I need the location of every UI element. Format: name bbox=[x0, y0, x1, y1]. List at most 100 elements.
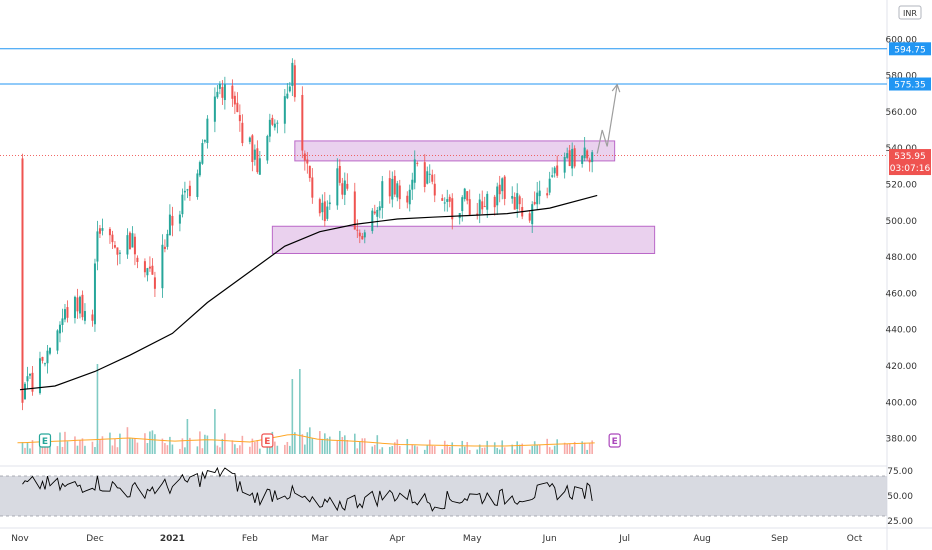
candle-body bbox=[381, 181, 384, 208]
lower-line-price-label[interactable]: 575.35 bbox=[889, 77, 931, 91]
candle-body bbox=[258, 158, 261, 175]
candle-body bbox=[241, 122, 244, 144]
candle-body bbox=[531, 204, 534, 225]
volume-bar bbox=[493, 442, 496, 454]
y-tick-label: 440.00 bbox=[886, 326, 918, 336]
candle-body bbox=[571, 148, 574, 169]
volume-bar bbox=[381, 447, 384, 454]
earnings-marker[interactable]: E bbox=[261, 433, 274, 448]
candle-body bbox=[346, 183, 349, 189]
volume-spike bbox=[214, 409, 216, 454]
candle-body bbox=[581, 155, 584, 164]
candle-body bbox=[353, 191, 356, 230]
volume-bar bbox=[423, 449, 426, 454]
volume-bar bbox=[249, 446, 251, 454]
candle-body bbox=[293, 65, 296, 98]
volume-bar bbox=[433, 446, 436, 454]
candle-body bbox=[341, 183, 344, 195]
volume-bar bbox=[503, 447, 506, 454]
volume-bar bbox=[179, 448, 181, 454]
volume-bar bbox=[319, 431, 321, 454]
volume-bar bbox=[586, 449, 588, 454]
x-tick-label: Nov bbox=[11, 534, 29, 544]
volume-bar bbox=[276, 445, 279, 454]
volume-bar bbox=[531, 446, 533, 454]
volume-bar bbox=[146, 443, 149, 454]
candle-body bbox=[56, 330, 59, 351]
candle-body bbox=[406, 195, 409, 203]
volume-bar bbox=[538, 444, 541, 454]
candle-body bbox=[276, 122, 279, 124]
candle-body bbox=[428, 173, 431, 175]
candle-body bbox=[113, 245, 116, 248]
volume-bar bbox=[81, 438, 84, 454]
volume-bar bbox=[324, 433, 326, 454]
volume-bar bbox=[551, 449, 553, 454]
candle-body bbox=[446, 199, 449, 202]
volume-bar bbox=[129, 438, 131, 454]
volume-bar bbox=[256, 440, 259, 454]
candle-body bbox=[126, 235, 129, 255]
candle-body bbox=[271, 117, 274, 125]
volume-bar bbox=[346, 439, 349, 454]
last-price-text: 535.95 bbox=[894, 152, 926, 162]
candle-body bbox=[231, 85, 234, 99]
volume-bar bbox=[66, 441, 69, 454]
candle-body bbox=[256, 148, 259, 173]
candle-body bbox=[481, 201, 484, 210]
volume-bar bbox=[501, 440, 504, 454]
volume-bar bbox=[56, 446, 59, 454]
candle-body bbox=[186, 189, 189, 191]
candle-body bbox=[443, 202, 446, 204]
y-tick-label: 500.00 bbox=[886, 217, 918, 227]
candle-body bbox=[501, 178, 504, 192]
candle-body bbox=[441, 198, 444, 201]
volume-bar bbox=[431, 445, 434, 454]
candle-body bbox=[326, 206, 329, 219]
currency-badge[interactable]: INR bbox=[898, 5, 922, 20]
candle-body bbox=[93, 263, 96, 325]
candle-body bbox=[568, 150, 571, 167]
volume-bar bbox=[361, 438, 364, 454]
candle-body bbox=[146, 268, 149, 276]
volume-bar bbox=[76, 445, 79, 454]
volume-bar bbox=[171, 444, 174, 454]
candle-body bbox=[223, 84, 226, 101]
candle-body bbox=[361, 236, 364, 240]
candle-body bbox=[133, 236, 136, 255]
candle-body bbox=[393, 175, 396, 195]
candle-body bbox=[328, 202, 331, 205]
volume-bar bbox=[239, 445, 241, 454]
candle-body bbox=[463, 188, 466, 200]
candle-body bbox=[216, 91, 219, 98]
candle-body bbox=[253, 149, 256, 160]
candle-body bbox=[466, 191, 469, 201]
volume-bar bbox=[451, 442, 454, 454]
earnings-marker[interactable]: E bbox=[38, 433, 52, 448]
moving-average-line bbox=[19, 194, 598, 391]
upper-line-price-label-box bbox=[889, 42, 931, 56]
candle-body bbox=[433, 183, 436, 196]
volume-bar bbox=[566, 443, 568, 454]
y-tick-label: 420.00 bbox=[886, 362, 918, 372]
candle-body bbox=[423, 162, 426, 187]
volume-bar bbox=[151, 430, 154, 454]
volume-bar bbox=[29, 448, 31, 454]
candle-body bbox=[28, 373, 31, 376]
volume-bar bbox=[234, 444, 236, 454]
candle-body bbox=[411, 179, 414, 190]
upper-line-price-label[interactable]: 594.75 bbox=[889, 42, 931, 56]
volume-bar bbox=[516, 441, 519, 454]
volume-bar bbox=[406, 438, 409, 454]
candle-body bbox=[556, 165, 559, 176]
candle-body bbox=[91, 314, 94, 321]
earnings-marker[interactable]: E bbox=[608, 433, 621, 448]
volume-bar bbox=[184, 447, 186, 454]
volume-bar bbox=[206, 435, 209, 454]
candle-body bbox=[291, 62, 294, 86]
volume-bar bbox=[201, 448, 204, 454]
last-price-label[interactable]: 535.95 03:07:16 bbox=[889, 149, 931, 176]
candle-body bbox=[413, 159, 416, 183]
